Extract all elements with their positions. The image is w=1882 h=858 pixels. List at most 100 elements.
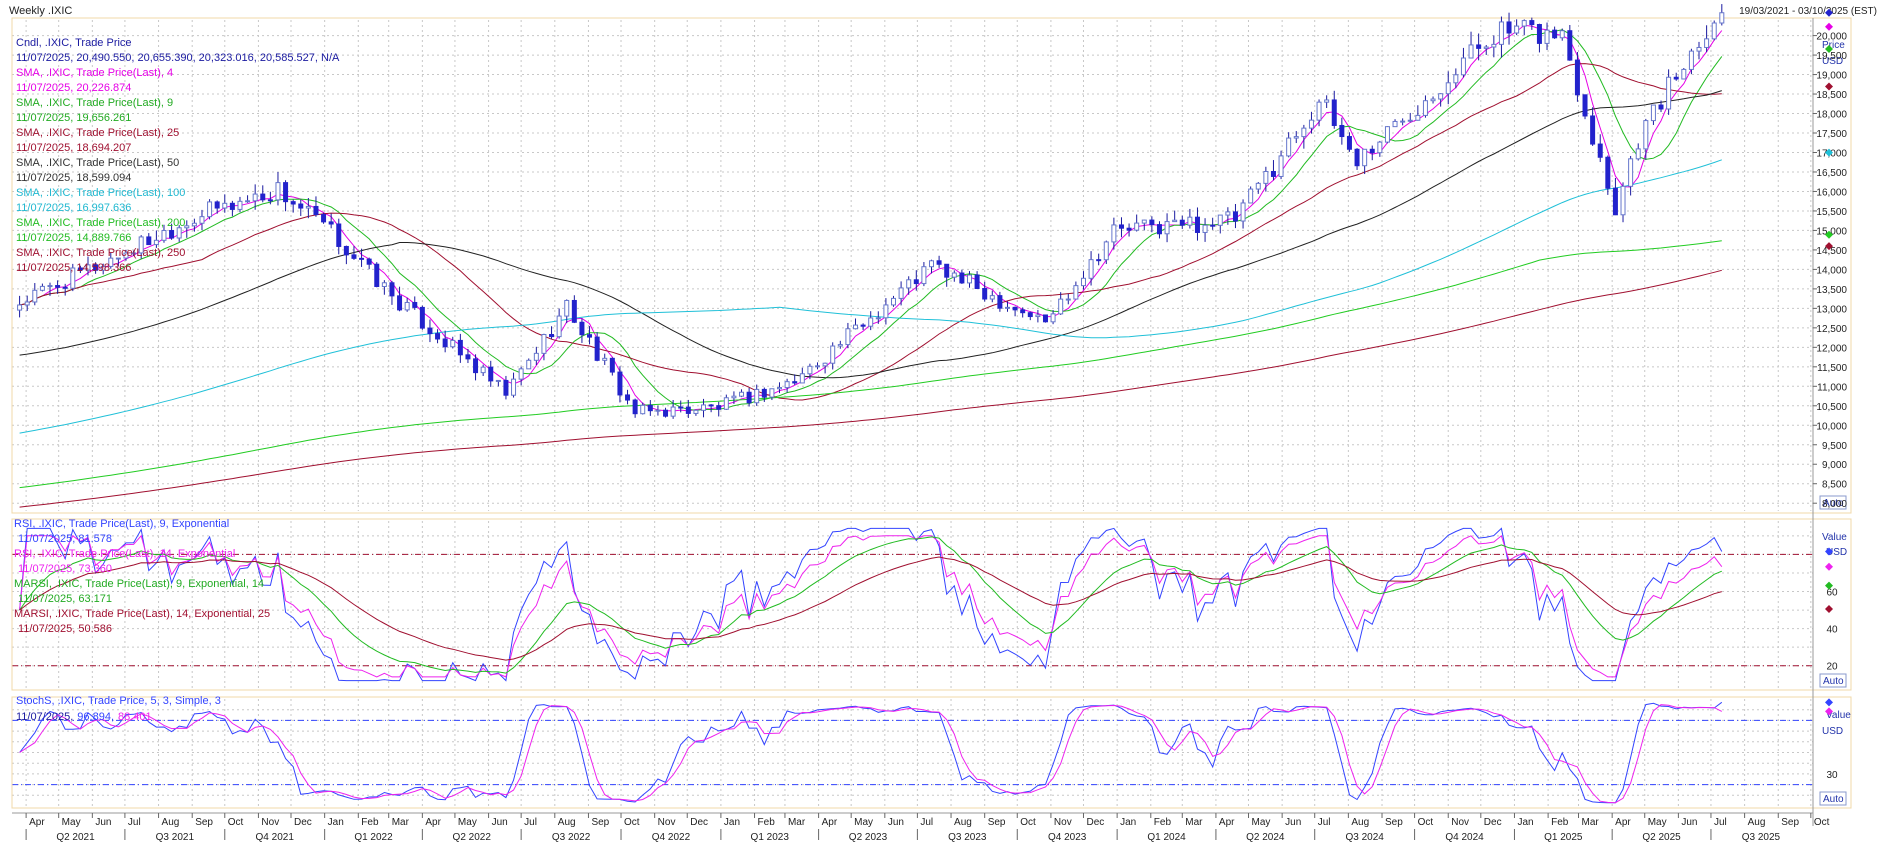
month-label: May — [62, 817, 81, 828]
price-tick-label: 12,000 — [1816, 343, 1847, 354]
stoch-k-marker — [1825, 698, 1833, 707]
quarter-label: Q3 2025 — [1742, 832, 1781, 843]
stoch-legend-date: 11/07/2025, — [16, 711, 73, 723]
candle-body — [32, 289, 38, 303]
month-label: Jan — [328, 817, 344, 828]
candle-body — [640, 404, 646, 415]
candle-body — [1012, 306, 1018, 311]
rsi-legend-value: 11/07/2025, 50.586 — [18, 623, 112, 635]
price-tick-label: 11,000 — [1817, 382, 1847, 393]
candle-body — [1035, 314, 1041, 318]
month-label: Jul — [524, 817, 537, 828]
candle-body — [1498, 21, 1504, 45]
rsi-legend-label: MARSI, .IXIC, Trade Price(Last), 9, Expo… — [14, 578, 264, 590]
price-tick-label: 17,500 — [1816, 129, 1847, 140]
candle-body — [693, 409, 699, 414]
candle-body — [480, 366, 486, 374]
price-legend-label: SMA, .IXIC, Trade Price(Last), 9 — [16, 97, 173, 109]
candle-body — [533, 352, 539, 361]
rsi-14-line — [19, 534, 1723, 678]
candle-body — [1232, 211, 1238, 222]
rsi-legend-value: 11/07/2025, 73.360 — [18, 563, 112, 575]
month-label: Aug — [954, 817, 972, 828]
stoch-axis-title: Value — [1826, 710, 1851, 721]
quarter-label: Q2 2023 — [849, 832, 888, 843]
candle-body — [419, 306, 425, 329]
candle-body — [723, 397, 729, 410]
candle-body — [1567, 30, 1573, 61]
quarter-label: Q1 2023 — [751, 832, 790, 843]
rsi-auto-label: Auto — [1823, 676, 1844, 687]
rsi-axis[interactable]: Value USD Auto 60 40 20 — [1819, 532, 1847, 688]
candle-body — [1552, 29, 1558, 39]
price-legend-value: 11/07/2025, 18,599.094 — [16, 172, 131, 184]
candle-body — [1688, 50, 1694, 70]
candle-body — [267, 199, 273, 202]
month-label: Sep — [1385, 817, 1403, 828]
stoch-k-line — [19, 701, 1723, 804]
candle-body — [93, 264, 99, 271]
stoch-axis[interactable]: Value USD Auto 30 — [1819, 698, 1851, 806]
price-tick-label: 19,000 — [1816, 71, 1847, 82]
price-tick-label: 19,500 — [1816, 51, 1847, 62]
candle-body — [1643, 120, 1649, 150]
candle-body — [663, 409, 669, 417]
stoch-legend-values: 11/07/2025, 96.894, 88.401 — [16, 711, 152, 723]
candle-body — [1172, 219, 1178, 223]
candle-body — [632, 399, 638, 415]
price-tick-label: 18,500 — [1816, 90, 1847, 101]
time-axis[interactable]: Apr May Jun Jul Aug Sep Oct Nov Dec Jan Feb Mar Apr M… — [25, 813, 1830, 843]
candle-body — [442, 338, 448, 348]
candle-body — [108, 257, 114, 267]
candle-body — [176, 227, 182, 239]
candle-body — [1126, 227, 1132, 231]
rsi-auto-button[interactable] — [1819, 673, 1847, 688]
month-label: Jun — [888, 817, 904, 828]
price-axis[interactable]: Price USD Auto 20,000 19,500 19,000 18,500 1… — [1813, 8, 1847, 510]
month-label: Sep — [195, 817, 213, 828]
price-auto-button[interactable] — [1819, 495, 1847, 510]
candle-body — [1248, 188, 1254, 204]
candle-body — [1293, 136, 1299, 139]
candle-body — [366, 258, 372, 265]
candle-body — [1210, 224, 1216, 227]
candle-body — [716, 405, 722, 410]
candle-body — [617, 371, 623, 396]
price-tick-label: 17,000 — [1816, 148, 1847, 159]
month-label: Apr — [29, 817, 45, 828]
candle-body — [1422, 100, 1428, 116]
candle-body — [207, 201, 213, 218]
stoch-legend: StochS, .IXIC, Trade Price, 5, 3, Simple… — [16, 695, 221, 723]
month-label: May — [1648, 817, 1667, 828]
candle-body — [115, 257, 121, 260]
candle-body — [936, 260, 942, 265]
month-label: May — [1251, 817, 1270, 828]
candle-body — [252, 193, 258, 202]
candle-body — [374, 263, 380, 287]
price-legend-label: SMA, .IXIC, Trade Price(Last), 25 — [16, 127, 179, 139]
candle-body — [1354, 148, 1360, 167]
panel-border — [11, 696, 1852, 809]
candle-body — [966, 274, 972, 284]
candle-body — [412, 301, 418, 308]
stoch-auto-label: Auto — [1823, 794, 1844, 805]
candle-body — [609, 357, 615, 373]
candle-body — [191, 222, 197, 227]
price-last-marker — [1825, 8, 1833, 17]
stoch-tick-label: 30 — [1826, 770, 1838, 781]
rsi-legend-value: 11/07/2025, 81.578 — [18, 533, 112, 545]
month-label: Jan — [724, 817, 740, 828]
candle-body — [1103, 241, 1109, 261]
candle-body — [1339, 124, 1345, 138]
candle-body — [1377, 141, 1383, 154]
candle-body — [275, 182, 281, 201]
price-tick-label: 18,000 — [1816, 110, 1847, 121]
candle-body — [503, 379, 509, 396]
month-label: Jun — [1681, 817, 1697, 828]
month-label: Dec — [690, 817, 708, 828]
candle-body — [784, 381, 790, 389]
candle-body — [526, 359, 532, 370]
candle-body — [313, 205, 319, 216]
stoch-auto-button[interactable] — [1819, 791, 1847, 806]
